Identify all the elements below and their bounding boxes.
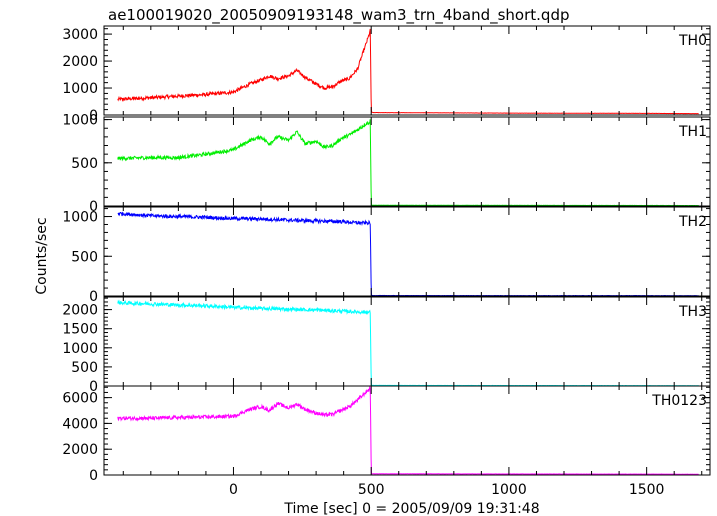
y-tick-label: 1000 <box>62 113 98 129</box>
chart-title: ae100019020_20050909193148_wam3_trn_4ban… <box>108 6 570 25</box>
x-axis-label: Time [sec] 0 = 2005/09/09 19:31:48 <box>283 501 539 516</box>
y-tick-label: 0 <box>89 108 98 124</box>
series-line-th0 <box>117 28 699 115</box>
y-tick-label: 6000 <box>62 391 98 407</box>
y-tick-label: 2000 <box>62 442 98 458</box>
y-tick-label: 1500 <box>62 322 98 338</box>
x-tick-label: 0 <box>229 482 238 498</box>
panel-frame <box>103 385 711 476</box>
y-tick-label: 4000 <box>62 416 98 432</box>
x-tick-labels: 0 500 1000 1500 <box>229 482 664 498</box>
panel-th3: 0 500 1000 1500 2000 TH3 <box>62 296 711 395</box>
panel-th0: 0 1000 2000 3000 TH0 <box>62 25 711 124</box>
y-tick-label: 1000 <box>62 210 98 226</box>
x-tick-label: 500 <box>358 482 385 498</box>
panel-th1: 0 500 1000 TH1 <box>62 113 711 215</box>
y-tick-label: 2000 <box>62 54 98 70</box>
y-tick-label: 500 <box>71 360 98 376</box>
y-tick-label: 3000 <box>62 27 98 43</box>
y-tick-label: 500 <box>71 249 98 265</box>
series-line-th2 <box>117 211 699 297</box>
panel-label-th0123: TH0123 <box>651 393 707 409</box>
series-line-th0123 <box>117 385 699 475</box>
x-tick-label: 1500 <box>629 482 665 498</box>
y-tick-label: 0 <box>89 379 98 395</box>
y-tick-label: 0 <box>89 289 98 305</box>
panel-frame <box>103 206 711 297</box>
y-tick-label: 1000 <box>62 81 98 97</box>
y-tick-label: 1000 <box>62 341 98 357</box>
y-tick-label: 0 <box>89 199 98 215</box>
series-line-th3 <box>117 299 699 387</box>
series-line-th1 <box>117 119 699 207</box>
panel-frame <box>103 116 711 207</box>
y-tick-label: 0 <box>89 468 98 484</box>
panel-label-th0: TH0 <box>678 33 707 49</box>
y-axis-label: Counts/sec <box>34 217 50 294</box>
panel-th2: 0 500 1000 TH2 <box>62 206 711 305</box>
x-tick-label: 1000 <box>491 482 527 498</box>
panel-frame <box>103 25 711 116</box>
y-tick-label: 2000 <box>62 303 98 319</box>
y-tick-label: 500 <box>71 156 98 172</box>
panel-th0123: 0 2000 4000 6000 TH0123 <box>62 385 711 484</box>
panel-label-th3: TH3 <box>678 304 707 320</box>
panel-label-th2: TH2 <box>678 214 707 230</box>
panel-label-th1: TH1 <box>678 124 707 140</box>
panel-frame <box>103 296 711 387</box>
